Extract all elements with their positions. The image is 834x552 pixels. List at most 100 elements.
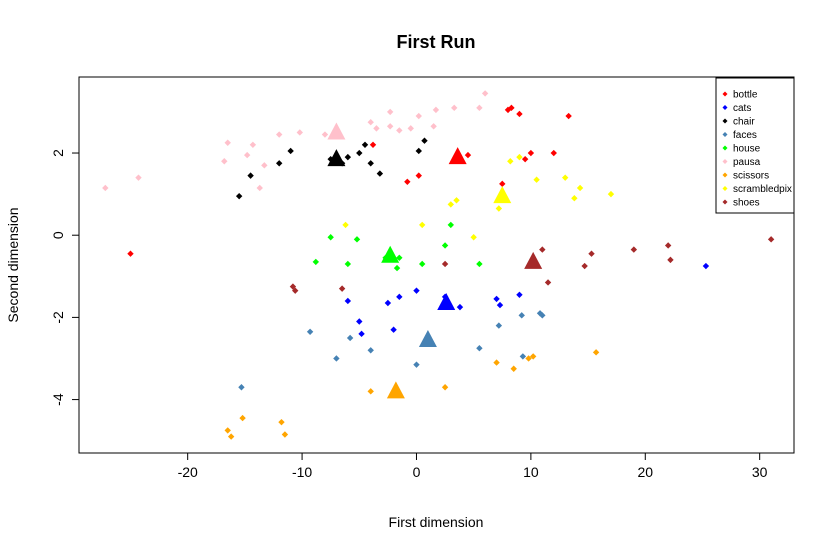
data-point-chair	[327, 155, 334, 163]
data-point-faces	[413, 361, 420, 368]
data-point-shoes	[767, 236, 775, 243]
data-point-house	[441, 242, 449, 249]
data-point-scrambledpix	[507, 158, 514, 165]
data-point-bottle	[521, 155, 529, 163]
data-point-chair	[421, 137, 428, 144]
data-point-scissors	[281, 431, 289, 438]
data-point-bottle	[527, 149, 535, 157]
data-point-faces	[539, 312, 546, 319]
data-point-bottle	[499, 180, 506, 188]
data-point-pausa	[396, 127, 403, 134]
data-point-faces	[306, 328, 314, 335]
data-point-shoes	[338, 285, 346, 292]
data-point-scrambledpix	[607, 190, 615, 198]
legend-label-chair: chair	[733, 117, 755, 128]
data-point-pausa	[386, 108, 394, 116]
legend-marker-pausa	[722, 159, 728, 164]
centroid-bottle	[448, 147, 467, 165]
x-axis-label: First dimension	[389, 514, 484, 530]
data-point-shoes	[539, 246, 546, 253]
y-tick-label: -2	[50, 311, 66, 324]
data-point-cats	[493, 295, 500, 303]
data-point-scrambledpix	[470, 234, 477, 241]
legend-label-scissors: scissors	[733, 171, 769, 182]
data-point-bottle	[127, 250, 134, 257]
legend-label-cats: cats	[733, 103, 751, 114]
data-point-house	[344, 260, 352, 268]
x-tick-label: 30	[752, 464, 768, 480]
centroid-markers	[327, 122, 543, 399]
data-point-scrambledpix	[516, 153, 523, 161]
y-axis: -4 -2 0 2	[50, 149, 79, 406]
data-point-scrambledpix	[562, 174, 569, 181]
data-point-pausa	[224, 139, 231, 146]
y-axis-label: Second dimension	[5, 207, 21, 322]
data-point-pausa	[102, 184, 109, 192]
legend-marker-house	[722, 145, 728, 151]
centroid-chair	[327, 149, 346, 167]
plot-frame	[78, 76, 795, 454]
data-point-cats	[702, 262, 710, 270]
data-point-cats	[390, 326, 397, 333]
data-point-cats	[413, 287, 420, 294]
legend-marker-faces	[722, 132, 728, 137]
centroid-house	[381, 245, 400, 263]
data-point-shoes	[630, 246, 638, 253]
data-point-pausa	[296, 129, 303, 136]
data-point-chair	[235, 192, 243, 200]
data-point-house	[447, 221, 454, 229]
data-point-cats	[344, 297, 352, 305]
data-point-scrambledpix	[447, 201, 454, 208]
data-point-faces	[495, 322, 503, 329]
data-point-chair	[376, 170, 384, 177]
data-point-scrambledpix	[571, 195, 578, 202]
data-point-pausa	[451, 104, 458, 112]
data-point-chair	[415, 147, 422, 155]
x-tick-label: -20	[178, 464, 198, 480]
data-point-scissors	[367, 388, 374, 395]
data-point-pausa	[476, 104, 483, 112]
legend-label-bottle: bottle	[733, 90, 758, 101]
data-point-pausa	[135, 174, 142, 181]
data-point-scissors	[592, 349, 600, 356]
data-point-shoes	[292, 287, 299, 294]
data-point-pausa	[386, 123, 394, 130]
data-point-pausa	[276, 131, 283, 138]
y-tick-label: 0	[50, 231, 66, 239]
data-point-shoes	[544, 279, 552, 286]
data-point-pausa	[430, 123, 437, 130]
data-point-scrambledpix	[576, 184, 584, 192]
data-point-pausa	[407, 125, 414, 132]
data-point-faces	[476, 345, 483, 352]
data-point-chair	[356, 149, 363, 157]
y-tick-label: -4	[50, 393, 66, 406]
data-point-cats	[396, 293, 403, 301]
data-point-pausa	[432, 106, 440, 114]
data-point-bottle	[415, 172, 422, 179]
data-point-cats	[358, 330, 365, 338]
data-point-scissors	[278, 418, 285, 426]
data-point-faces	[518, 312, 525, 319]
legend-label-shoes: shoes	[733, 198, 760, 209]
data-point-cats	[384, 299, 392, 307]
centroid-scrambledpix	[493, 186, 512, 204]
data-point-pausa	[243, 151, 251, 159]
data-point-pausa	[367, 119, 374, 126]
legend: bottle cats chair faces house pausa scissors sc…	[715, 77, 795, 214]
centroid-cats	[437, 293, 456, 311]
data-point-pausa	[249, 141, 257, 149]
data-point-cats	[356, 318, 363, 325]
data-point-shoes	[581, 262, 588, 270]
x-tick-label: -10	[292, 464, 312, 480]
data-point-pausa	[373, 125, 380, 132]
data-point-faces	[519, 353, 527, 360]
data-point-cats	[516, 291, 523, 298]
legend-marker-cats	[722, 105, 728, 110]
x-axis: -20 -10 0 10 20 30	[178, 453, 768, 480]
data-point-chair	[361, 141, 369, 149]
data-point-chair	[367, 160, 374, 167]
centroid-shoes	[524, 251, 543, 269]
data-points	[102, 90, 775, 440]
centroid-faces	[418, 329, 437, 347]
data-point-faces	[238, 384, 245, 391]
